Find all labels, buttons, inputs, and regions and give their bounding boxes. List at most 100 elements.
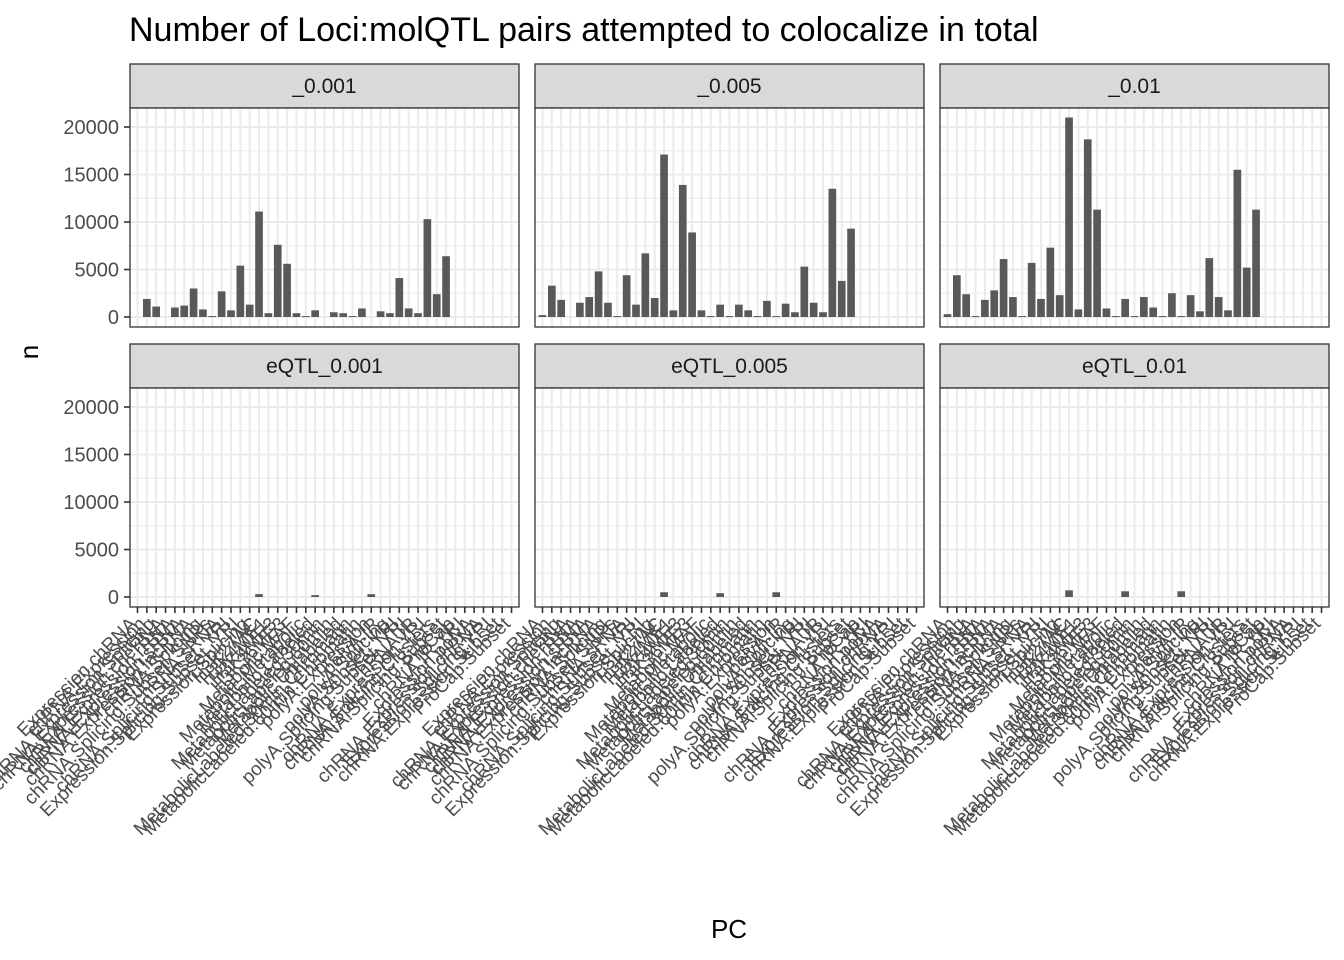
bar [423, 219, 432, 317]
bar [1177, 316, 1186, 318]
bar [753, 316, 762, 318]
bar [376, 311, 385, 317]
bar [255, 211, 263, 317]
y-tick-label: 10000 [63, 492, 119, 514]
bar [613, 316, 622, 318]
bar [697, 310, 706, 317]
facet-panel: _0.01 [939, 63, 1330, 328]
bar [538, 315, 547, 317]
y-tick-label: 0 [108, 307, 119, 329]
bar [632, 304, 640, 317]
bar [311, 310, 319, 317]
y-tick-label: 20000 [63, 117, 119, 139]
bar [1065, 117, 1073, 317]
facet-strip [129, 63, 520, 109]
bar [171, 307, 179, 317]
facet-panel: eQTL_0.005 [534, 343, 925, 613]
facet-strip-label: eQTL_0.001 [266, 355, 383, 378]
bar [189, 288, 198, 317]
bar [547, 285, 556, 317]
facet-strip [939, 63, 1330, 109]
bar [1009, 297, 1017, 317]
bar [660, 154, 668, 317]
bar [962, 294, 971, 317]
bar [576, 302, 584, 317]
bar [772, 316, 781, 318]
bar [311, 595, 319, 597]
bar [1055, 295, 1064, 317]
bar [1121, 298, 1129, 317]
bar [688, 232, 696, 317]
bar [1205, 258, 1214, 317]
bar [301, 316, 310, 318]
bar [348, 316, 357, 318]
bar [358, 308, 366, 317]
bar [660, 592, 668, 597]
bar [273, 244, 282, 317]
bar [1186, 295, 1195, 317]
bar [264, 313, 273, 317]
bar [395, 278, 404, 317]
bar [1018, 316, 1027, 318]
y-tick-label: 0 [108, 587, 119, 609]
bar [1214, 297, 1223, 317]
facet-strip [534, 63, 925, 109]
facet-strip-label: _0.005 [696, 75, 761, 98]
bar [1233, 169, 1242, 317]
bar [1102, 308, 1111, 317]
bar [819, 312, 827, 317]
bar [1252, 209, 1260, 317]
bar [678, 184, 687, 317]
bar [1046, 247, 1055, 317]
bar [339, 313, 348, 317]
facet-strip-label: eQTL_0.01 [1082, 355, 1187, 378]
facet-panel: eQTL_0.001 [129, 343, 520, 613]
bar [217, 291, 226, 317]
bar [180, 305, 189, 317]
y-tick-label: 20000 [63, 397, 119, 419]
y-axis: 0 5000 10000 15000 20000 0 5000 10000 15000 20000 [63, 117, 130, 609]
bar [292, 313, 301, 317]
y-tick-label: 5000 [75, 260, 120, 282]
facet-panel: _0.001 [129, 63, 520, 328]
bar [943, 314, 952, 317]
bar [1242, 267, 1251, 317]
bar [772, 592, 781, 597]
bar [781, 303, 790, 317]
bar [800, 266, 809, 317]
bar [847, 228, 855, 317]
facet-strip-label: _0.01 [1107, 75, 1161, 98]
bar [245, 304, 254, 317]
bar [952, 275, 961, 317]
facet-panel: _0.005 [534, 63, 925, 328]
bar [367, 594, 376, 597]
facet-strip-label: _0.001 [291, 75, 356, 98]
bar [725, 316, 734, 318]
bar [1074, 309, 1083, 317]
bar [199, 309, 207, 317]
y-tick-label: 15000 [63, 445, 119, 467]
bar [1121, 591, 1129, 597]
y-tick-label: 10000 [63, 212, 119, 234]
bar [971, 316, 980, 318]
facet-strip-label: eQTL_0.005 [671, 355, 788, 378]
bar [1196, 311, 1204, 317]
bar [1065, 590, 1073, 597]
y-tick-label: 15000 [63, 165, 119, 187]
bar [641, 253, 650, 317]
bar [604, 302, 612, 317]
bar [990, 290, 999, 317]
bar [744, 310, 753, 317]
bar [585, 297, 594, 317]
bar [283, 263, 291, 317]
bar [763, 300, 771, 317]
bar [557, 299, 566, 317]
panel-border [939, 107, 1330, 328]
bar [152, 306, 161, 317]
bar [386, 313, 394, 317]
bar [706, 316, 715, 318]
bar [1158, 316, 1167, 318]
bar [716, 304, 724, 317]
bar [1130, 316, 1139, 318]
